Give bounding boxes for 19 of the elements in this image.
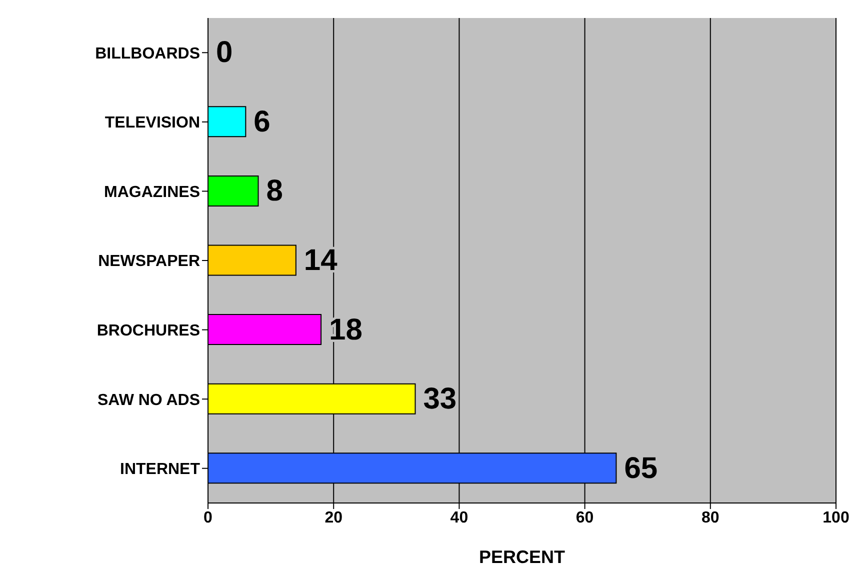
data-label: 33 xyxy=(423,382,457,416)
y-tick-label: BILLBOARDS xyxy=(95,45,200,62)
data-label: 8 xyxy=(266,174,283,208)
y-tick-label: MAGAZINES xyxy=(104,184,200,201)
x-tick-label: 80 xyxy=(702,509,720,526)
data-label: 65 xyxy=(624,452,658,485)
x-tick-label: 20 xyxy=(324,509,343,526)
x-axis-title: PERCENT xyxy=(478,547,566,567)
x-tick-label: 0 xyxy=(204,509,213,526)
x-tick-label: 100 xyxy=(822,509,850,526)
y-tick-label: NEWSPAPER xyxy=(98,253,200,270)
y-tick-label: SAW NO ADS xyxy=(97,392,200,409)
y-tick-label: BROCHURES xyxy=(96,322,200,340)
data-label: 6 xyxy=(254,105,270,138)
data-label: 0 xyxy=(216,36,233,70)
x-tick-label: 40 xyxy=(450,509,468,526)
x-tick-label: 60 xyxy=(576,509,594,526)
y-tick-label: INTERNET xyxy=(120,461,200,478)
y-tick-label: TELEVISION xyxy=(104,114,200,132)
